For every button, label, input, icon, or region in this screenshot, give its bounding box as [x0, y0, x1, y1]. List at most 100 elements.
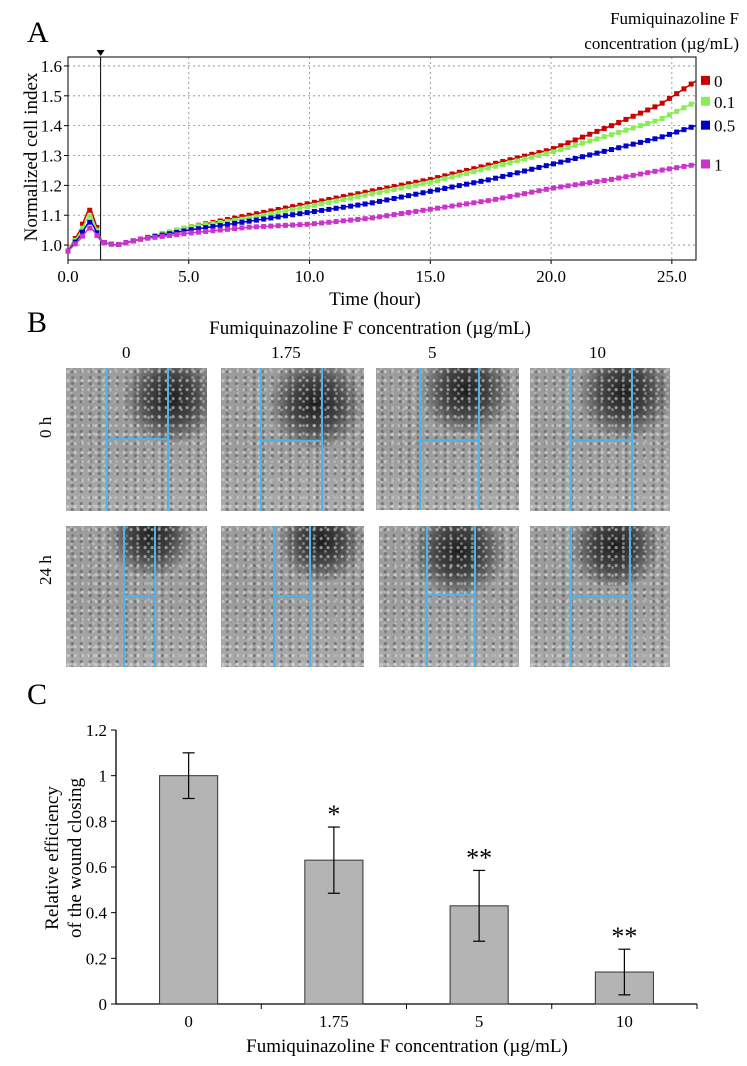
series-point: [645, 107, 651, 113]
series-point: [166, 233, 172, 239]
series-point: [224, 218, 230, 224]
series-point: [435, 175, 441, 181]
cell-index-chart: 1.0 1.1 1.2 1.3 1.4 1.5 1.6 0.0 5.0 10.0 15.0 20.0…: [21, 50, 735, 310]
series-point: [87, 219, 93, 225]
series-point: [420, 181, 426, 187]
series-point: [601, 134, 607, 140]
series-point: [471, 166, 477, 172]
series-point: [333, 219, 339, 225]
series-point: [594, 150, 600, 156]
series-point: [362, 192, 368, 198]
series-point: [362, 189, 368, 195]
series-point: [311, 202, 317, 208]
series-point: [456, 169, 462, 175]
series-point: [261, 209, 267, 215]
series-point: [108, 241, 114, 247]
series-point: [203, 222, 209, 228]
x-tick-label: 5.0: [178, 267, 199, 286]
series-point: [326, 219, 332, 225]
series-point: [529, 166, 535, 172]
series-point: [420, 207, 426, 213]
legend-swatch: [701, 96, 710, 106]
series-point: [587, 180, 593, 186]
micrograph-title: Fumiquinazoline F concentration (µg/mL): [209, 318, 531, 339]
series-point: [398, 185, 404, 191]
series-point: [217, 227, 223, 233]
series-point: [572, 137, 578, 143]
series-point: [587, 152, 593, 158]
series-point: [565, 183, 571, 189]
series-point: [550, 185, 556, 191]
series-point: [493, 163, 499, 169]
series-point: [217, 220, 223, 226]
series-point: [87, 225, 93, 231]
series-point: [268, 211, 274, 217]
series-point: [688, 124, 694, 130]
series-point: [543, 163, 549, 169]
series-point: [224, 226, 230, 232]
series-point: [79, 221, 85, 227]
series-point: [290, 212, 296, 218]
series-point: [427, 176, 433, 182]
series-point: [659, 115, 665, 121]
series-point: [348, 192, 354, 198]
y-tick-label: 1.4: [41, 117, 63, 136]
series-point: [645, 120, 651, 126]
series-point: [572, 142, 578, 148]
series-point: [594, 179, 600, 185]
series-point: [442, 173, 448, 179]
series-point: [210, 228, 216, 234]
series-point: [275, 223, 281, 229]
series-point: [543, 186, 549, 192]
series-point: [601, 148, 607, 154]
series-point: [478, 178, 484, 184]
series-point: [297, 205, 303, 211]
bar-group-5: **: [449, 843, 509, 1005]
series-point: [253, 214, 259, 220]
series-point: [601, 126, 607, 132]
series-point: [645, 170, 651, 176]
legend-swatch: [701, 120, 710, 130]
series-point: [529, 189, 535, 195]
y-tick-label: 1.1: [41, 206, 62, 225]
series-point: [232, 220, 238, 226]
series-point: [311, 199, 317, 205]
series-point: [630, 125, 636, 131]
series-point: [507, 172, 513, 178]
series-point: [261, 216, 267, 222]
micrograph-10-24h: [530, 526, 670, 667]
series-point: [203, 225, 209, 231]
series-point: [239, 225, 245, 231]
series-point: [261, 212, 267, 218]
series-point: [666, 112, 672, 118]
series-point: [514, 158, 520, 164]
series-point: [637, 110, 643, 116]
micrograph-0-0h: [66, 368, 207, 511]
series-point: [420, 190, 426, 196]
legend-label: 0: [714, 72, 723, 91]
series-point: [645, 138, 651, 144]
series-point: [253, 224, 259, 230]
series-point: [79, 229, 85, 235]
series-point: [268, 208, 274, 214]
series-0-1: [65, 101, 697, 254]
series-point: [398, 211, 404, 217]
series-point: [688, 81, 694, 87]
series-point: [391, 187, 397, 193]
series-point: [659, 167, 665, 173]
series-point: [637, 171, 643, 177]
series-line: [67, 101, 697, 252]
cell-index-series: [65, 80, 697, 254]
series-point: [550, 161, 556, 167]
series-point: [536, 150, 542, 156]
x-tick-label: 20.0: [536, 267, 566, 286]
series-point: [195, 229, 201, 235]
series-point: [616, 129, 622, 135]
series-point: [355, 191, 361, 197]
x-tick-label: 10.0: [295, 267, 325, 286]
series-point: [623, 143, 629, 149]
series-point: [507, 193, 513, 199]
bar-series: *****: [159, 752, 654, 1005]
series-point: [101, 240, 107, 246]
series-point: [340, 194, 346, 200]
